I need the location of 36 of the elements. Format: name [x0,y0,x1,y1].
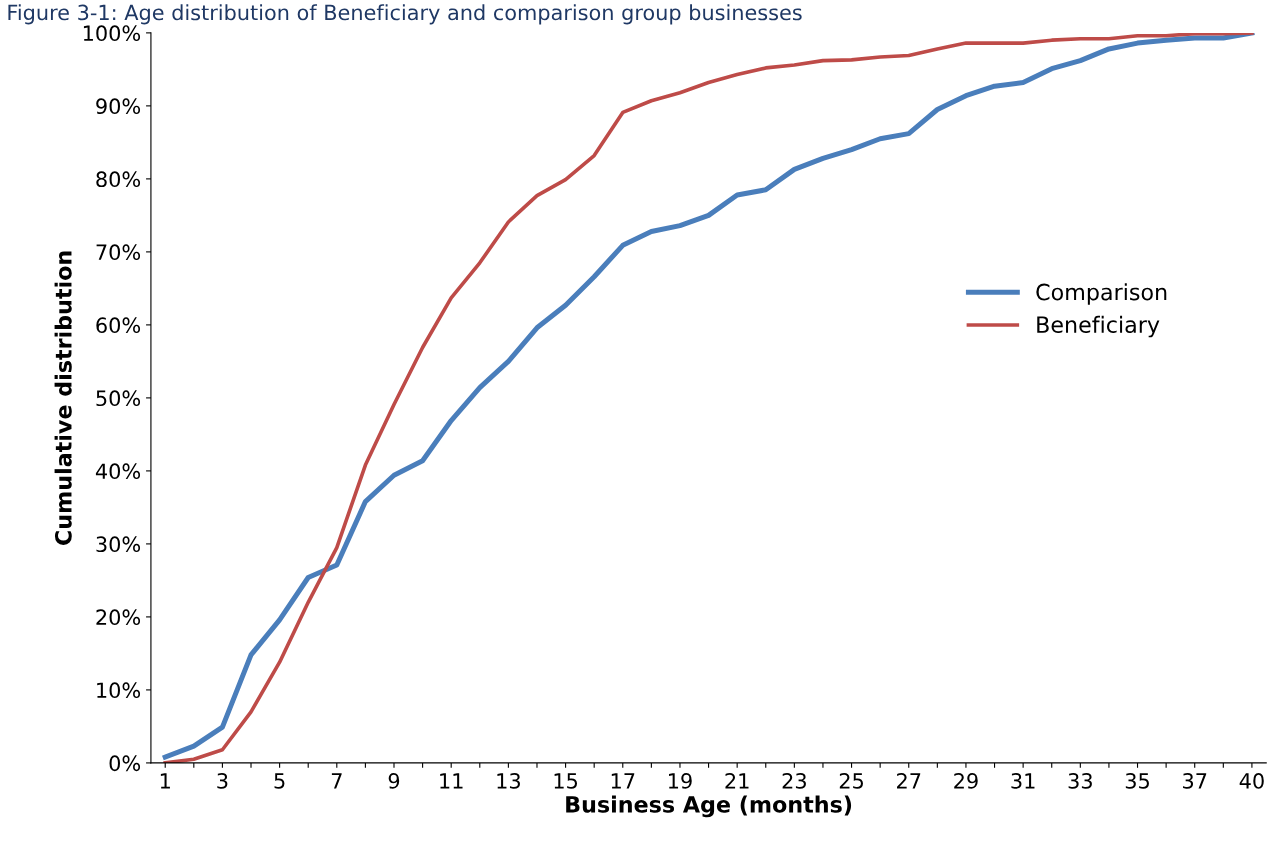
x-tick-label: 40 [1239,773,1264,789]
x-tick-label: 23 [782,773,806,789]
x-tick-label: 13 [497,773,520,789]
x-tick-label: 1 [160,773,170,789]
x-tick-label: 33 [1068,773,1092,789]
y-tick-label: 90% [96,98,141,115]
x-tick-label: 19 [669,773,692,789]
x-axis-title: Business Age (months) [566,795,852,818]
x-tick-label: 25 [839,773,863,789]
y-tick-label: 30% [96,536,141,553]
x-tick-label: 35 [1125,773,1149,789]
y-tick-label: 70% [96,244,141,261]
x-tick-label: 17 [611,773,635,789]
y-tick-label: 50% [96,390,141,407]
x-tick-label: 7 [331,773,342,789]
x-tick-label: 3 [217,773,228,789]
x-tick-label: 21 [725,773,749,789]
y-axis-title: Cumulative distribution [54,251,72,545]
x-tick-label: 31 [1011,773,1035,789]
y-tick-label: 0% [109,755,141,772]
y-tick-label: 40% [95,463,141,480]
x-tick-label: 9 [388,773,400,789]
x-tick-label: 29 [954,773,978,789]
y-tick-label: 10% [97,682,141,699]
x-tick-label: 11 [440,773,463,789]
legend-label: Comparison [1036,283,1167,305]
y-tick-label: 60% [96,317,141,334]
chart-title: Figure 3-1: Age distribution of Beneficiary and comparison group businesses [8,4,802,25]
x-tick-label: 27 [897,773,921,789]
y-tick-label: 80% [96,171,141,188]
x-tick-label: 5 [274,773,285,789]
legend-label: Beneficiary [1037,315,1160,338]
x-tick-label: 15 [554,773,578,789]
x-tick-label: 37 [1183,773,1207,789]
y-tick-label: 20% [96,609,141,626]
y-tick-label: 100% [83,25,141,42]
